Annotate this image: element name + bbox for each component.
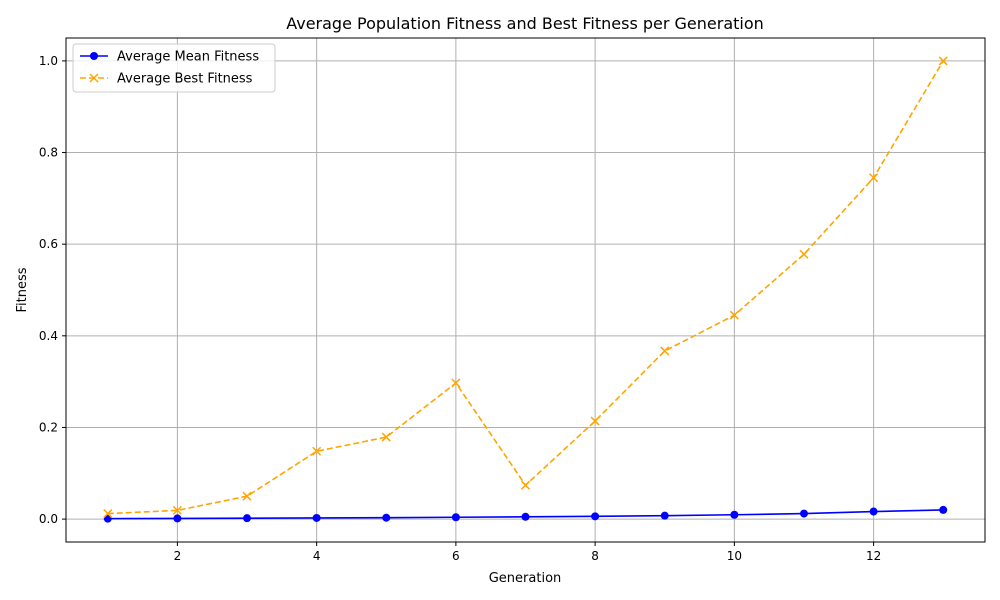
plot-series (103, 56, 948, 523)
plot-frame (65, 37, 986, 543)
x-tick-label: 8 (591, 549, 599, 563)
data-point-best-fitness (799, 249, 809, 259)
data-point-best-fitness (242, 491, 252, 501)
legend-swatch-mean-marker (90, 52, 98, 60)
data-point-best-fitness (938, 56, 948, 66)
data-point-best-fitness (729, 310, 739, 320)
data-point-best-fitness (172, 505, 182, 515)
y-tick-label: 0.4 (39, 329, 58, 343)
x-tick-label: 12 (866, 549, 881, 563)
data-point-best-fitness (590, 416, 600, 426)
data-point-best-fitness (381, 432, 391, 442)
legend-label-best: Average Best Fitness (117, 72, 253, 87)
x-axis-label: Generation (489, 571, 562, 586)
data-point-mean-fitness (173, 514, 182, 523)
data-point-mean-fitness (521, 512, 530, 521)
legend: Average Mean Fitness Average Best Fitnes… (72, 43, 276, 93)
data-point-mean-fitness (382, 513, 391, 522)
data-point-mean-fitness (591, 512, 600, 521)
data-point-best-fitness (869, 173, 879, 183)
x-tick-label: 2 (174, 549, 182, 563)
legend-label-mean: Average Mean Fitness (117, 50, 259, 65)
data-point-mean-fitness (660, 511, 669, 520)
y-tick-label: 0.0 (39, 512, 58, 526)
y-tick-label: 0.6 (39, 237, 58, 251)
data-point-mean-fitness (312, 513, 321, 522)
axis-ticks: 2 4 6 8 10 12 0.0 0.2 0.4 0.6 0.8 1.0 (39, 54, 881, 563)
chart-title: Average Population Fitness and Best Fitn… (286, 14, 764, 33)
data-point-mean-fitness (451, 513, 460, 522)
y-tick-label: 0.8 (39, 146, 58, 160)
data-point-best-fitness (312, 446, 322, 456)
data-point-best-fitness (660, 346, 670, 356)
data-point-best-fitness (451, 378, 461, 388)
data-point-mean-fitness (243, 514, 252, 523)
data-point-mean-fitness (939, 505, 948, 514)
data-point-best-fitness (520, 480, 531, 490)
y-tick-label: 0.2 (39, 420, 58, 434)
x-tick-label: 6 (452, 549, 460, 563)
y-tick-label: 1.0 (39, 54, 58, 68)
x-tick-label: 4 (313, 549, 321, 563)
legend-box (72, 43, 276, 93)
legend-swatch-best-marker (89, 73, 99, 83)
data-point-mean-fitness (869, 507, 878, 516)
y-axis-label: Fitness (15, 267, 30, 312)
data-point-best-fitness (103, 509, 113, 519)
data-point-mean-fitness (799, 509, 808, 518)
data-point-mean-fitness (730, 510, 739, 519)
x-tick-label: 10 (727, 549, 742, 563)
grid-lines (66, 38, 985, 542)
